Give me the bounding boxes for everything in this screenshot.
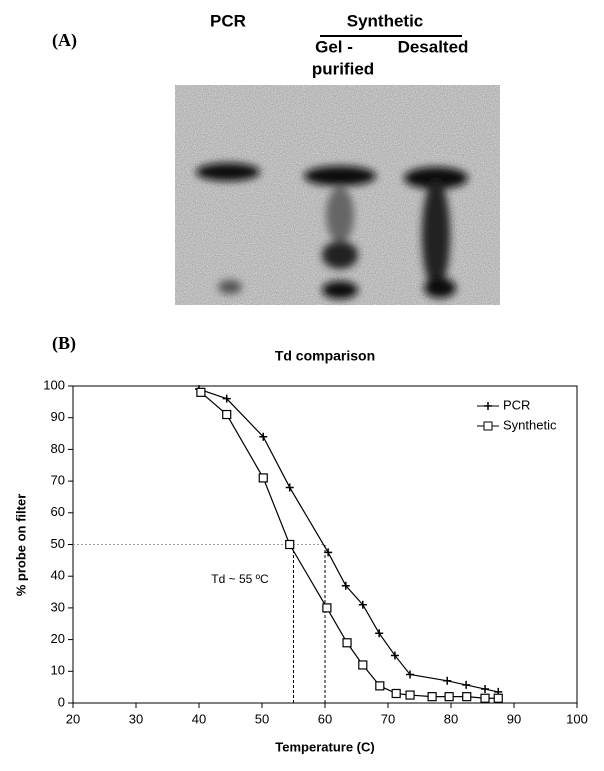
point bbox=[427, 692, 437, 702]
x-tick-label: 50 bbox=[255, 711, 269, 726]
point bbox=[375, 629, 384, 638]
y-tick-label: 100 bbox=[43, 377, 65, 392]
point bbox=[285, 483, 294, 492]
point bbox=[390, 651, 399, 660]
point bbox=[322, 603, 332, 613]
lane-group-label: Synthetic bbox=[347, 11, 424, 30]
point bbox=[358, 600, 367, 609]
point bbox=[358, 660, 368, 670]
x-tick-label: 30 bbox=[129, 711, 143, 726]
x-axis-label: Temperature (C) bbox=[275, 739, 374, 754]
point bbox=[375, 681, 385, 691]
point bbox=[462, 692, 472, 702]
y-tick-label: 40 bbox=[51, 568, 65, 583]
y-axis-label: % probe on filter bbox=[13, 494, 28, 597]
x-tick-label: 80 bbox=[444, 711, 458, 726]
x-tick-label: 60 bbox=[318, 711, 332, 726]
point bbox=[391, 688, 401, 699]
legend-marker bbox=[483, 421, 493, 431]
y-tick-label: 20 bbox=[51, 631, 65, 646]
lane-label: Desalted bbox=[398, 37, 469, 56]
x-tick-label: 70 bbox=[381, 711, 395, 726]
lane-label: PCR bbox=[210, 11, 246, 30]
point bbox=[222, 409, 232, 420]
legend-label: PCR bbox=[503, 397, 530, 412]
point bbox=[259, 432, 268, 441]
gel-image bbox=[175, 85, 500, 305]
point bbox=[285, 539, 295, 550]
x-tick-label: 90 bbox=[507, 711, 521, 726]
legend-marker bbox=[484, 402, 492, 410]
point bbox=[341, 581, 350, 590]
y-tick-label: 0 bbox=[58, 694, 65, 709]
y-tick-label: 30 bbox=[51, 599, 65, 614]
point bbox=[462, 680, 471, 689]
point bbox=[258, 473, 268, 483]
x-tick-label: 20 bbox=[66, 711, 80, 726]
y-tick-label: 90 bbox=[51, 409, 65, 424]
point bbox=[443, 676, 452, 685]
legend-label: Synthetic bbox=[503, 417, 557, 432]
x-tick-label: 40 bbox=[192, 711, 206, 726]
annotation: Td ~ 55 ºC bbox=[211, 572, 269, 586]
point bbox=[324, 548, 333, 557]
point bbox=[405, 690, 415, 700]
y-tick-label: 80 bbox=[51, 441, 65, 456]
panel-label: (B) bbox=[52, 333, 76, 354]
y-tick-label: 60 bbox=[51, 504, 65, 519]
series-line bbox=[200, 391, 499, 699]
point bbox=[196, 387, 206, 397]
point bbox=[481, 685, 490, 694]
point bbox=[342, 638, 352, 648]
panel-label: (A) bbox=[52, 30, 77, 51]
point bbox=[480, 693, 490, 703]
point bbox=[444, 692, 454, 702]
x-tick-label: 100 bbox=[566, 711, 588, 726]
lane-label: purified bbox=[312, 59, 374, 78]
lane-label: Gel - bbox=[315, 37, 353, 56]
chart-title: Td comparison bbox=[275, 348, 375, 364]
point bbox=[406, 670, 415, 679]
y-tick-label: 50 bbox=[51, 536, 65, 551]
y-tick-label: 10 bbox=[51, 663, 65, 678]
y-tick-label: 70 bbox=[51, 473, 65, 488]
point bbox=[222, 394, 231, 403]
point bbox=[493, 693, 503, 703]
